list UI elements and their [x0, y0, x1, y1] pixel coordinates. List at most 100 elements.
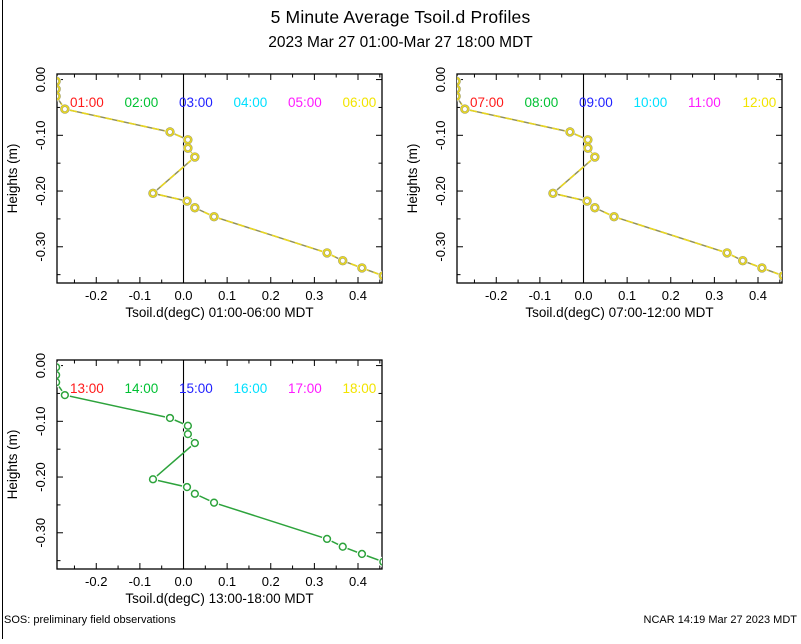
data-marker [182, 482, 192, 492]
x-tick-label: 0.4 [349, 574, 367, 589]
plot-box [56, 359, 383, 570]
data-marker [460, 104, 470, 114]
legend-label-1600: 16:00 [234, 381, 268, 396]
x-tick-label: -0.1 [129, 574, 151, 589]
y-tick-label: -0.20 [33, 176, 48, 206]
data-marker [190, 438, 200, 448]
data-marker [722, 248, 732, 258]
x-tick-label: 0.0 [174, 574, 192, 589]
legend-label-0300: 03:00 [179, 95, 213, 110]
x-axis-label: Tsoil.d(degC) 01:00-06:00 MDT [125, 305, 313, 320]
x-axis-label: Tsoil.d(degC) 07:00-12:00 MDT [525, 305, 713, 320]
legend-label-1100: 11:00 [688, 95, 721, 110]
x-tick-label: -0.2 [85, 288, 107, 303]
x-tick-label: -0.2 [485, 288, 507, 303]
y-tick-label: 0.00 [33, 67, 48, 92]
data-marker [57, 77, 61, 86]
legend-label-1800: 18:00 [343, 381, 377, 396]
plot-box [456, 73, 783, 284]
data-marker [183, 143, 193, 153]
data-marker [379, 271, 382, 280]
legend-label-0700: 07:00 [470, 95, 504, 110]
y-tick-label: -0.10 [33, 120, 48, 150]
legend-label-1400: 14:00 [125, 381, 159, 396]
data-marker [165, 413, 175, 423]
data-marker [590, 152, 600, 162]
data-marker [209, 212, 219, 221]
data-marker [183, 421, 193, 430]
data-marker [565, 127, 575, 137]
x-tick-label: 0.1 [218, 288, 236, 303]
x-tick-label: 0.3 [305, 574, 323, 589]
y-axis-label: Heights (m) [405, 144, 420, 214]
x-tick-label: 0.3 [705, 288, 723, 303]
page-title: 5 Minute Average Tsoil.d Profiles [270, 7, 531, 27]
y-axis-label: Heights (m) [5, 144, 20, 214]
legend-label-1500: 15:00 [179, 381, 213, 396]
legend-label-0600: 06:00 [343, 95, 377, 110]
y-tick-label: -0.30 [33, 518, 48, 548]
data-marker [379, 557, 382, 566]
data-marker [322, 248, 332, 258]
profile-series [57, 76, 382, 281]
data-marker [609, 212, 619, 221]
legend-label-0500: 05:00 [288, 95, 322, 110]
x-tick-label: 0.2 [262, 288, 280, 303]
data-marker [457, 92, 461, 101]
page-left-border [2, 0, 3, 639]
footer-left-note: SOS: preliminary field observations [4, 614, 176, 626]
data-marker [322, 534, 332, 544]
subplot-2: -0.2 -0.1 0.0 0.1 0.2 0.3 0.4 0.00 -0.10 -0.20 -0.… [405, 67, 783, 320]
legend-label-1200: 12:00 [743, 95, 777, 110]
y-tick-label: -0.20 [433, 176, 448, 206]
y-tick-label: 0.00 [33, 353, 48, 378]
x-tick-label: 0.4 [749, 288, 767, 303]
y-axis-label: Heights (m) [5, 430, 20, 500]
y-tick-label: -0.10 [433, 120, 448, 150]
y-tick-label: 0.00 [433, 67, 448, 92]
legend-label-0200: 02:00 [125, 95, 159, 110]
data-marker [148, 475, 158, 484]
x-tick-label: 0.0 [574, 288, 592, 303]
y-tick-label: -0.30 [433, 232, 448, 262]
data-marker [583, 135, 593, 144]
data-marker [357, 263, 367, 273]
data-marker [209, 498, 219, 507]
y-tick-label: -0.20 [33, 462, 48, 492]
data-marker [165, 127, 175, 137]
profile-series [57, 362, 382, 567]
profile-line-dash [457, 96, 782, 277]
x-tick-label: -0.1 [129, 288, 151, 303]
data-marker [548, 189, 558, 198]
data-marker [338, 542, 347, 551]
data-marker [582, 196, 592, 206]
legend-label-0100: 01:00 [70, 95, 104, 110]
legend-label-0400: 04:00 [234, 95, 268, 110]
data-marker [738, 256, 747, 265]
profile-line [57, 382, 382, 563]
data-marker [457, 77, 461, 86]
data-marker [57, 84, 61, 94]
data-marker [57, 92, 61, 101]
x-tick-label: 0.4 [349, 288, 367, 303]
y-tick-label: -0.10 [33, 406, 48, 436]
x-tick-label: 0.0 [174, 288, 192, 303]
data-marker [183, 135, 193, 144]
footer-right-stamp: NCAR 14:19 Mar 27 2023 MDT [643, 614, 797, 626]
profile-line [57, 96, 382, 277]
data-marker [57, 370, 61, 380]
data-marker [60, 390, 70, 400]
data-marker [190, 489, 200, 498]
data-marker [357, 549, 367, 559]
x-tick-label: -0.2 [85, 574, 107, 589]
x-axis-label: Tsoil.d(degC) 13:00-18:00 MDT [125, 591, 313, 606]
x-tick-label: 0.3 [305, 288, 323, 303]
subplot-3: -0.2 -0.1 0.0 0.1 0.2 0.3 0.4 0.00 -0.10 -0.20 -0.… [5, 353, 383, 606]
data-marker [779, 271, 782, 280]
legend-label-1000: 10:00 [634, 95, 668, 110]
profile-line-dash [57, 96, 382, 277]
x-tick-label: 0.2 [262, 574, 280, 589]
data-marker [590, 203, 600, 212]
data-marker [57, 378, 61, 387]
